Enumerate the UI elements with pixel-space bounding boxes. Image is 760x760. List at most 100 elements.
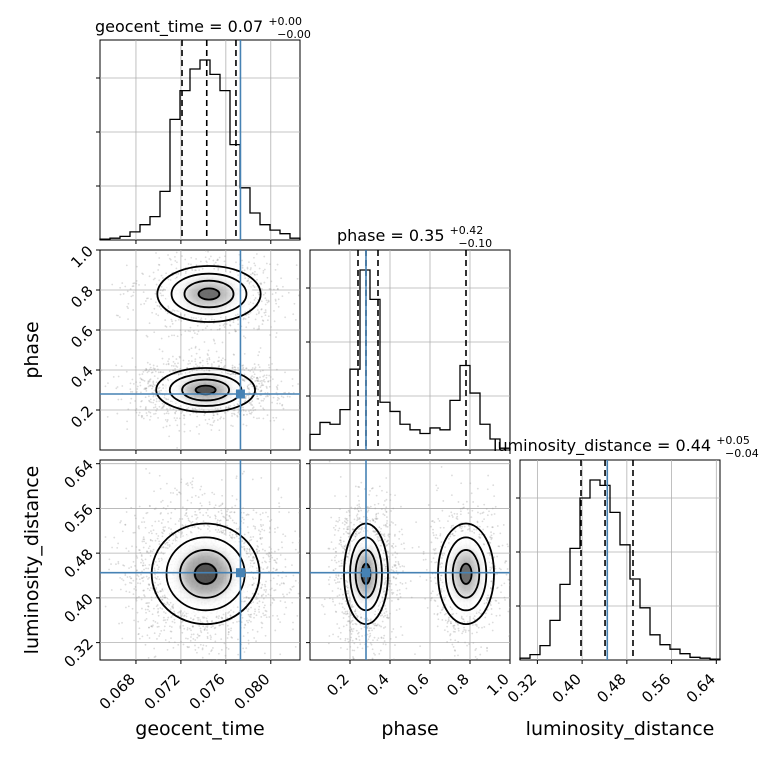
sample-point: [197, 619, 200, 621]
sample-point: [241, 379, 244, 382]
sample-point: [165, 508, 167, 510]
sample-point: [168, 533, 171, 535]
sample-point: [236, 415, 239, 418]
sample-point: [217, 259, 219, 261]
sample-point: [277, 618, 280, 621]
sample-point: [176, 493, 179, 496]
sample-point: [264, 311, 267, 314]
sample-point: [274, 291, 277, 294]
sample-point: [158, 635, 161, 637]
sample-point: [241, 266, 244, 269]
sample-point: [251, 584, 254, 587]
sample-point: [264, 309, 267, 311]
sample-point: [232, 621, 235, 624]
sample-point: [244, 600, 246, 603]
sample-point: [137, 633, 140, 636]
sample-point: [246, 547, 249, 550]
sample-point: [218, 531, 221, 534]
sample-point: [135, 555, 138, 558]
sample-point: [248, 548, 251, 551]
sample-point: [248, 597, 250, 600]
sample-point: [262, 380, 265, 382]
sample-point: [378, 539, 381, 542]
sample-point: [351, 540, 353, 543]
sample-point: [252, 518, 254, 521]
sample-point: [157, 371, 160, 374]
sample-point: [194, 345, 197, 348]
sample-point: [260, 282, 263, 285]
sample-point: [249, 273, 252, 276]
sample-point: [170, 310, 173, 313]
sample-point: [383, 558, 386, 561]
sample-point: [181, 631, 184, 634]
sample-point: [231, 247, 233, 249]
sample-point: [276, 387, 279, 389]
sample-point: [254, 408, 257, 411]
sample-point: [259, 347, 262, 349]
sample-point: [242, 378, 245, 381]
sample-point: [155, 588, 157, 591]
sample-point: [232, 319, 235, 322]
sample-point: [282, 533, 285, 536]
sample-point: [121, 385, 124, 387]
sample-point: [436, 605, 439, 608]
sample-point: [153, 508, 156, 510]
sample-point: [257, 380, 260, 382]
sample-point: [253, 368, 256, 370]
sample-point: [294, 318, 297, 321]
sample-point: [451, 533, 454, 536]
sample-point: [173, 417, 176, 419]
sample-point: [157, 368, 159, 371]
sample-point: [201, 647, 204, 650]
sample-point: [151, 311, 154, 314]
sample-point: [144, 619, 147, 622]
sample-point: [149, 363, 151, 366]
sample-point: [204, 250, 207, 252]
sample-point: [118, 316, 121, 319]
sample-point: [242, 511, 245, 514]
sample-point: [227, 631, 230, 634]
sample-point: [169, 325, 172, 328]
sample-point: [382, 513, 385, 516]
sample-point: [147, 381, 150, 384]
sample-point: [155, 605, 158, 608]
sample-point: [257, 593, 260, 595]
sample-point: [488, 510, 490, 513]
sample-point: [120, 398, 123, 401]
sample-point: [277, 488, 280, 491]
sample-point: [213, 339, 216, 342]
sample-point: [260, 382, 263, 384]
sample-point: [227, 612, 229, 614]
sample-point: [128, 567, 130, 570]
sample-point: [242, 379, 244, 382]
sample-point: [451, 532, 454, 535]
sample-point: [252, 559, 255, 562]
sample-point: [160, 337, 163, 340]
sample-point: [130, 566, 133, 568]
sample-point: [211, 491, 214, 494]
sample-point: [367, 619, 370, 621]
sample-point: [152, 548, 155, 551]
sample-point: [249, 536, 252, 539]
sample-point: [253, 299, 256, 301]
sample-point: [164, 596, 167, 599]
sample-point: [241, 264, 244, 267]
sample-point: [223, 260, 226, 263]
sample-point: [187, 360, 190, 362]
sample-point: [214, 517, 217, 520]
sample-point: [188, 646, 190, 648]
sample-point: [308, 602, 310, 604]
sample-point: [469, 482, 472, 485]
sample-point: [155, 577, 157, 580]
sample-point: [252, 577, 255, 580]
sample-point: [216, 659, 218, 660]
sample-point: [158, 305, 161, 308]
sample-point: [154, 412, 157, 415]
sample-point: [272, 598, 275, 601]
sample-point: [255, 377, 258, 379]
sample-point: [303, 580, 305, 582]
sample-point: [228, 514, 231, 517]
sample-point: [206, 422, 209, 425]
sample-point: [144, 387, 146, 390]
sample-point: [167, 363, 170, 366]
